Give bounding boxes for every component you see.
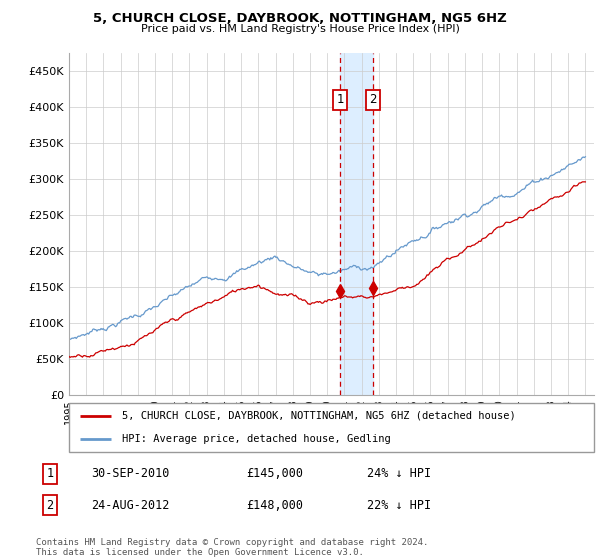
- Text: 2: 2: [46, 498, 53, 512]
- Text: 22% ↓ HPI: 22% ↓ HPI: [367, 498, 431, 512]
- Text: 2: 2: [369, 94, 377, 106]
- Text: Price paid vs. HM Land Registry's House Price Index (HPI): Price paid vs. HM Land Registry's House …: [140, 24, 460, 34]
- Text: HPI: Average price, detached house, Gedling: HPI: Average price, detached house, Gedl…: [121, 433, 390, 444]
- Bar: [340, 53, 373, 395]
- Text: Contains HM Land Registry data © Crown copyright and database right 2024.
This d: Contains HM Land Registry data © Crown c…: [36, 538, 428, 557]
- Text: £148,000: £148,000: [246, 498, 303, 512]
- FancyBboxPatch shape: [69, 403, 594, 452]
- Text: 5, CHURCH CLOSE, DAYBROOK, NOTTINGHAM, NG5 6HZ: 5, CHURCH CLOSE, DAYBROOK, NOTTINGHAM, N…: [93, 12, 507, 25]
- Text: 30-SEP-2010: 30-SEP-2010: [91, 468, 170, 480]
- Text: £145,000: £145,000: [246, 468, 303, 480]
- Text: 24-AUG-2012: 24-AUG-2012: [91, 498, 170, 512]
- Text: 5, CHURCH CLOSE, DAYBROOK, NOTTINGHAM, NG5 6HZ (detached house): 5, CHURCH CLOSE, DAYBROOK, NOTTINGHAM, N…: [121, 411, 515, 421]
- Text: 1: 1: [337, 94, 344, 106]
- Text: 1: 1: [46, 468, 53, 480]
- Text: 24% ↓ HPI: 24% ↓ HPI: [367, 468, 431, 480]
